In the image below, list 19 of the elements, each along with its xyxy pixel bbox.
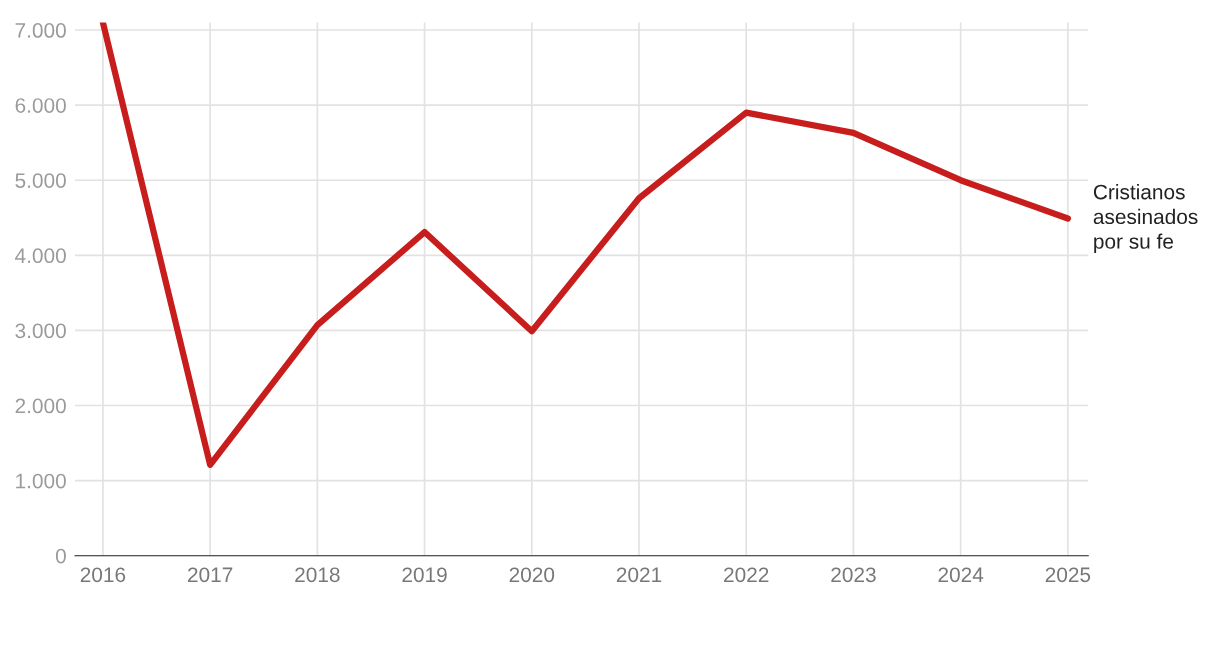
y-tick-label: 7.000 xyxy=(15,23,66,38)
y-tick-label: 6.000 xyxy=(15,98,66,113)
x-tick-label: 2017 xyxy=(188,567,233,583)
x-tick-label: 2016 xyxy=(80,567,126,583)
x-tick-label: 2020 xyxy=(509,567,555,583)
y-tick-label: 0 xyxy=(55,548,66,564)
y-tick-label: 5.000 xyxy=(15,173,66,188)
x-tick-label: 2021 xyxy=(616,567,662,583)
x-tick-label: 2024 xyxy=(938,567,984,583)
x-tick-label: 2025 xyxy=(1045,567,1091,583)
y-tick-label: 2.000 xyxy=(15,398,66,414)
y-tick-label: 1.000 xyxy=(16,473,66,489)
y-tick-label: 3.000 xyxy=(15,323,66,339)
series-label: Cristianos asesinados por su fe xyxy=(1093,184,1198,253)
y-tick-label: 4.000 xyxy=(15,248,66,264)
x-tick-label: 2018 xyxy=(295,567,340,583)
x-tick-label: 2022 xyxy=(724,567,769,583)
x-tick-label: 2019 xyxy=(402,567,447,583)
x-tick-label: 2023 xyxy=(831,567,876,583)
